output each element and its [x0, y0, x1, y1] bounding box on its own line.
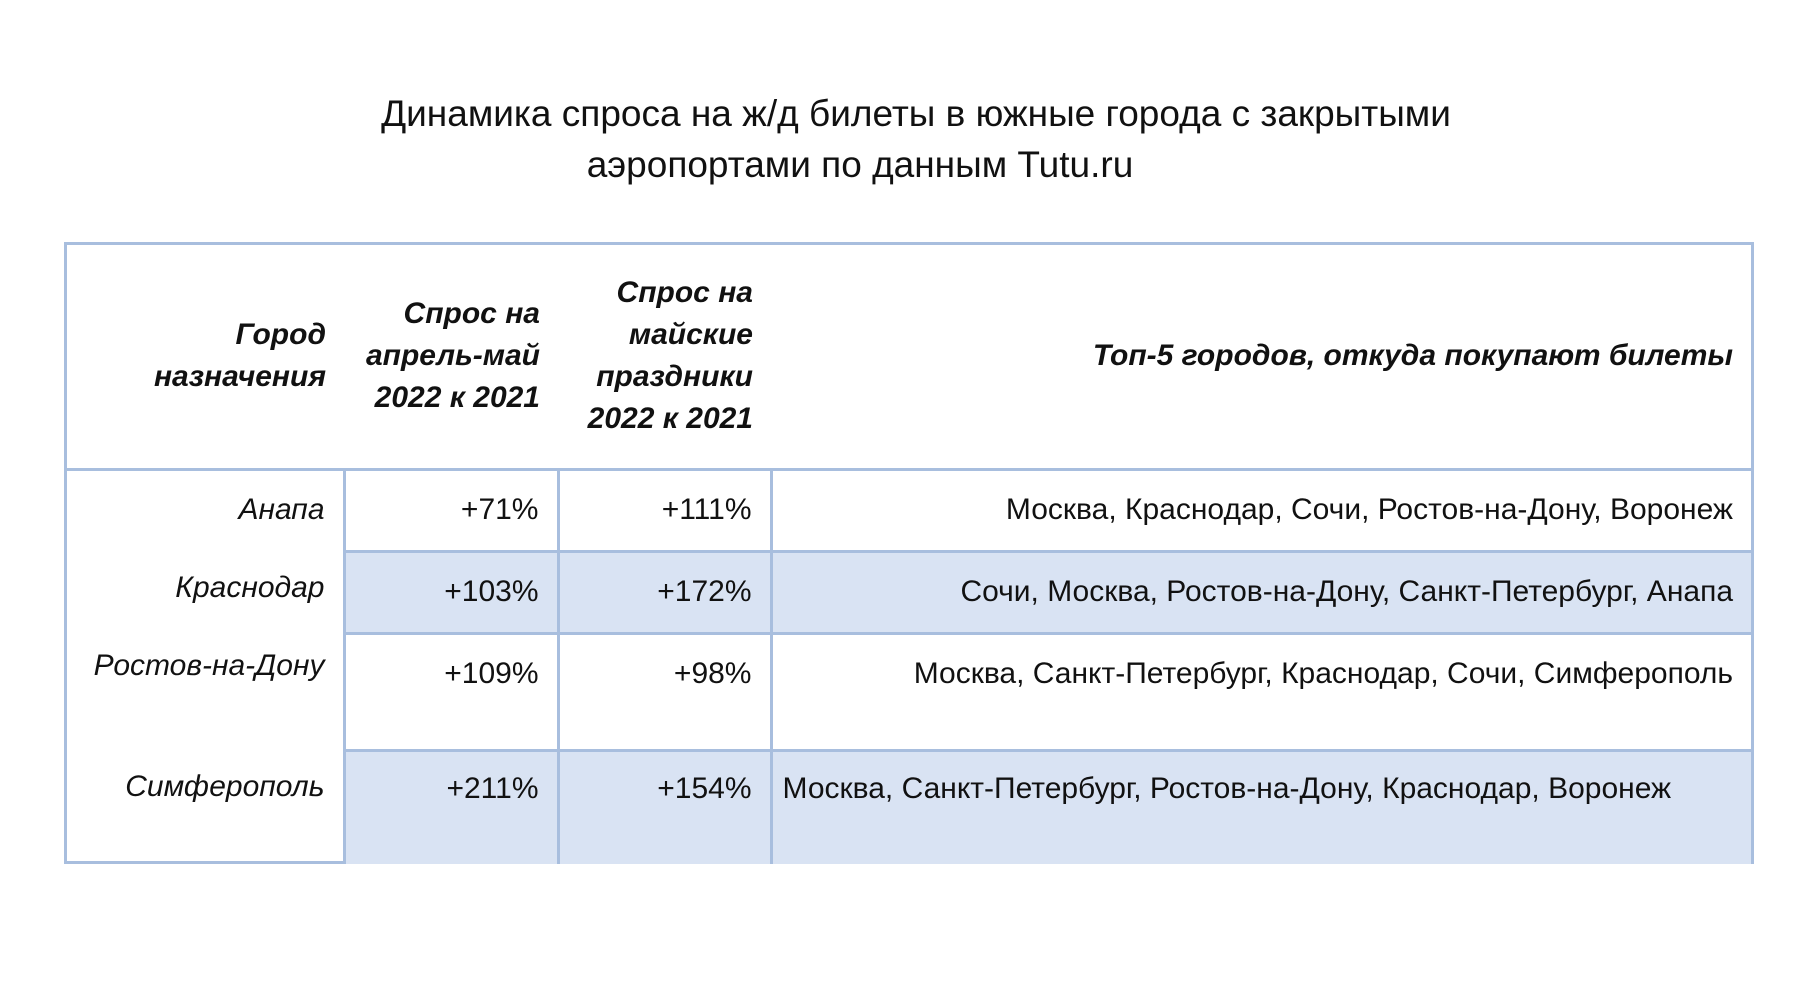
- header-line: назначения: [153, 360, 326, 394]
- cell-city: Краснодар: [175, 571, 325, 604]
- table-row: Анапа +71% +111% Москва, Краснодар, Сочи…: [67, 467, 1751, 551]
- header-line: Спрос на: [403, 297, 540, 331]
- cell-april-may: +103%: [342, 549, 558, 633]
- cell-april-may: +211%: [342, 748, 558, 864]
- cell-april-may: +109%: [342, 631, 558, 750]
- header-line: апрель-май: [365, 339, 540, 373]
- chart-title: Динамика спроса на ж/д билеты в южные го…: [0, 88, 1800, 190]
- cell-top5: Москва, Санкт-Петербург, Ростов-на-Дону,…: [769, 748, 1751, 864]
- header-top5-origin-cities: Топ-5 городов, откуда покупают билеты: [771, 245, 1751, 469]
- cell-april-may: +71%: [342, 467, 558, 551]
- header-line: 2022 к 2021: [374, 381, 540, 415]
- cell-may-holidays: +154%: [556, 748, 771, 864]
- table-row: Ростов-на-Дону +109% +98% Москва, Санкт-…: [67, 631, 1751, 750]
- header-line: праздники: [596, 360, 753, 394]
- header-line: Спрос на: [616, 276, 753, 310]
- header-line: Город: [235, 318, 326, 352]
- chart-title-line-2: аэропортами по данным Tutu.ru: [586, 144, 1134, 185]
- table-row: Краснодар +103% +172% Сочи, Москва, Рост…: [67, 549, 1751, 633]
- cell-may-holidays: +98%: [556, 631, 771, 750]
- table-row: Симферополь +211% +154% Москва, Санкт-Пе…: [67, 748, 1751, 864]
- cell-may-holidays: +111%: [556, 467, 771, 551]
- header-destination-city: Город назначения: [67, 245, 344, 469]
- cell-may-holidays: +172%: [556, 549, 771, 633]
- cell-top5: Москва, Санкт-Петербург, Краснодар, Сочи…: [769, 631, 1751, 750]
- cell-top5: Москва, Краснодар, Сочи, Ростов-на-Дону,…: [769, 467, 1751, 551]
- cell-city: Анапа: [238, 492, 325, 526]
- demand-table-frame: Город назначения Спрос на апрель-май 202…: [64, 242, 1754, 864]
- demand-table: Город назначения Спрос на апрель-май 202…: [67, 245, 1751, 864]
- chart-title-line-1: Динамика спроса на ж/д билеты в южные го…: [381, 93, 1451, 134]
- cell-top5: Сочи, Москва, Ростов-на-Дону, Санкт-Пете…: [769, 549, 1751, 633]
- cell-city: Симферополь: [125, 770, 325, 803]
- cell-city: Ростов-на-Дону: [93, 649, 325, 682]
- table-header-row: Город назначения Спрос на апрель-май 202…: [67, 245, 1751, 469]
- header-line: Топ-5 городов, откуда покупают билеты: [1092, 339, 1733, 373]
- header-line: 2022 к 2021: [587, 402, 753, 436]
- header-line: майские: [628, 318, 753, 352]
- header-may-holidays-demand: Спрос на майские праздники 2022 к 2021: [558, 245, 771, 469]
- header-april-may-demand: Спрос на апрель-май 2022 к 2021: [344, 245, 558, 469]
